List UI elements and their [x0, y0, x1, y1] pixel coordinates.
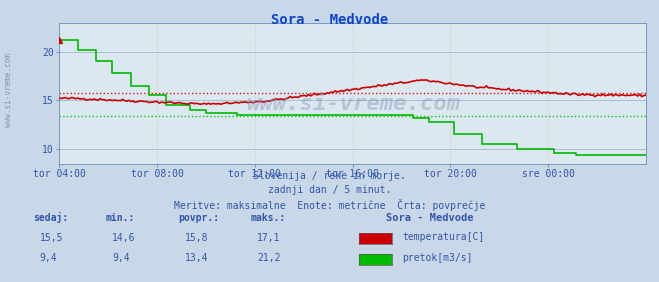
Text: Slovenija / reke in morje.: Slovenija / reke in morje. — [253, 171, 406, 180]
Text: maks.:: maks.: — [250, 213, 285, 223]
Text: 9,4: 9,4 — [40, 253, 57, 263]
Text: 9,4: 9,4 — [112, 253, 130, 263]
Text: povpr.:: povpr.: — [178, 213, 219, 223]
Text: 14,6: 14,6 — [112, 233, 136, 243]
Text: temperatura[C]: temperatura[C] — [402, 232, 484, 242]
Text: 17,1: 17,1 — [257, 233, 281, 243]
Text: zadnji dan / 5 minut.: zadnji dan / 5 minut. — [268, 185, 391, 195]
Text: min.:: min.: — [105, 213, 135, 223]
Text: 21,2: 21,2 — [257, 253, 281, 263]
Text: sedaj:: sedaj: — [33, 212, 68, 223]
Text: www.si-vreme.com: www.si-vreme.com — [246, 94, 459, 114]
Text: pretok[m3/s]: pretok[m3/s] — [402, 254, 473, 263]
Text: Sora - Medvode: Sora - Medvode — [386, 213, 473, 223]
Text: 15,5: 15,5 — [40, 233, 63, 243]
Text: www.si-vreme.com: www.si-vreme.com — [4, 53, 13, 127]
Text: Sora - Medvode: Sora - Medvode — [271, 13, 388, 27]
Text: 15,8: 15,8 — [185, 233, 208, 243]
Text: Meritve: maksimalne  Enote: metrične  Črta: povprečje: Meritve: maksimalne Enote: metrične Črta… — [174, 199, 485, 211]
Text: 13,4: 13,4 — [185, 253, 208, 263]
